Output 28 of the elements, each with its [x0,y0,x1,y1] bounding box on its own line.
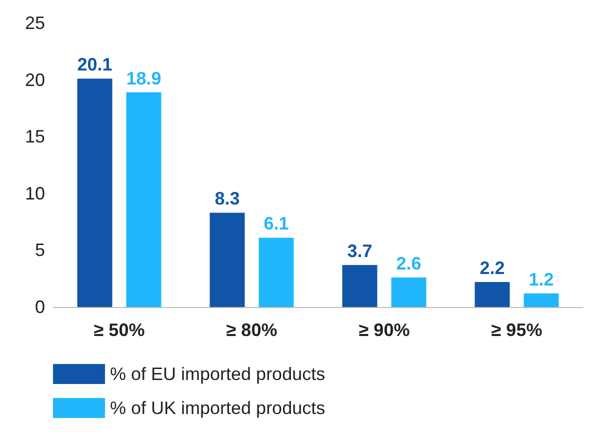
x-tick-label: ≥ 90% [358,320,410,340]
data-label: 2.6 [396,253,422,274]
data-label: 18.9 [126,68,162,88]
bar [210,212,245,307]
y-tick-label: 0 [34,297,45,317]
x-tick-label: ≥ 95% [491,320,542,340]
data-label: 2.2 [480,258,505,278]
bar [474,282,510,307]
data-label: 1.2 [528,269,554,290]
bar [77,78,112,307]
data-label: 6.1 [264,214,289,234]
y-tick-label: 25 [24,13,45,33]
x-tick-label: ≥ 80% [226,320,278,340]
bar [342,264,378,307]
bar [391,277,426,307]
data-label: 3.7 [347,240,372,261]
data-label: 8.3 [214,188,240,209]
y-tick-label: 10 [24,183,45,204]
x-tick-label: ≥ 50% [94,320,145,340]
legend-label: % of UK imported products [110,398,326,418]
y-tick-label: 15 [24,126,45,147]
y-tick-label: 20 [24,70,45,90]
bar [126,92,162,307]
data-label: 20.1 [77,54,112,75]
bar [258,238,294,307]
y-tick-label: 5 [34,240,45,260]
legend-label: % of EU imported products [110,364,326,384]
bar [524,293,559,307]
